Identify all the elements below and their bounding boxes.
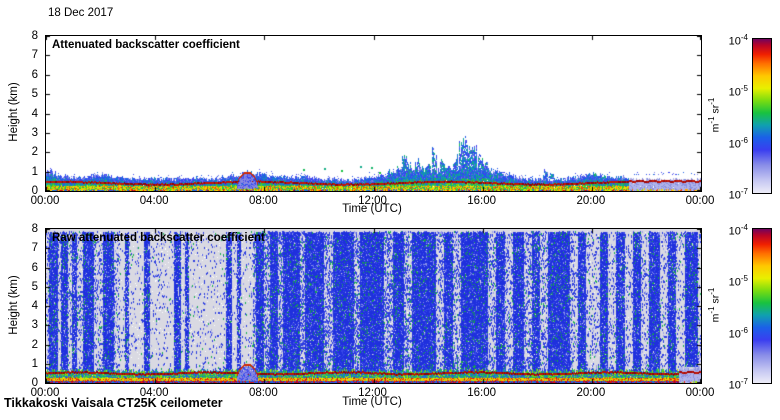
y-tick-label: 3 bbox=[31, 126, 38, 139]
x-tick-label: 16:00 bbox=[467, 387, 497, 399]
x-tick-label: 04:00 bbox=[139, 195, 169, 207]
colorbar-top bbox=[752, 38, 772, 194]
y-tick-label: 4 bbox=[31, 107, 38, 120]
time-axis-label-top: Time (UTC) bbox=[342, 203, 402, 215]
y-tick-label: 6 bbox=[31, 261, 38, 274]
x-tick-label: 00:00 bbox=[685, 387, 715, 399]
colorbar-bottom bbox=[752, 228, 772, 384]
x-tick-label: 00:00 bbox=[30, 387, 60, 399]
x-tick-label: 04:00 bbox=[139, 387, 169, 399]
date-label: 18 Dec 2017 bbox=[48, 7, 114, 19]
y-tick-label: 3 bbox=[31, 319, 38, 332]
colorbar-tick-label: 10-4 bbox=[728, 33, 748, 48]
x-tick-label: 12:00 bbox=[358, 387, 387, 399]
raw-panel-title: Raw attenuated backscatter coefficient bbox=[52, 232, 265, 244]
y-tick-label: 5 bbox=[31, 88, 38, 101]
x-tick-label: 16:00 bbox=[467, 195, 497, 207]
y-tick-label: 1 bbox=[31, 165, 38, 178]
y-tick-label: 1 bbox=[31, 357, 38, 370]
y-tick-label: 8 bbox=[31, 30, 38, 42]
colorbar-tick-label: 10-5 bbox=[728, 274, 748, 289]
y-tick-label: 8 bbox=[31, 223, 38, 235]
instrument-label: Tikkakoski Vaisala CT25K ceilometer bbox=[4, 396, 223, 410]
x-tick-label: 00:00 bbox=[685, 195, 715, 207]
x-tick-label: 08:00 bbox=[248, 387, 278, 399]
y-tick-label: 0 bbox=[31, 185, 38, 197]
x-tick-label: 20:00 bbox=[576, 195, 606, 207]
y-tick-label: 7 bbox=[31, 242, 38, 255]
y-tick-label: 5 bbox=[31, 280, 38, 293]
x-tick-label: 20:00 bbox=[576, 387, 606, 399]
colorbar-tick-label: 10-5 bbox=[728, 84, 748, 99]
colorbar-tick-label: 10-6 bbox=[728, 135, 748, 151]
time-axis-label-bottom: Time (UTC) bbox=[342, 396, 402, 408]
y-tick-label: 4 bbox=[31, 300, 38, 312]
colorbar-tick-label: 10-4 bbox=[728, 223, 748, 238]
height-axis-label-bottom: Height (km) bbox=[8, 275, 20, 335]
y-tick-label: 2 bbox=[31, 338, 38, 351]
attenuated-backscatter-heatmap bbox=[46, 36, 701, 191]
colorbar-tick-label: 10-7 bbox=[728, 187, 748, 202]
x-tick-label: 00:00 bbox=[30, 195, 60, 207]
attenuated-panel: Attenuated backscatter coefficient bbox=[45, 35, 702, 192]
attenuated-panel-title: Attenuated backscatter coefficient bbox=[52, 39, 240, 51]
raw-panel: Raw attenuated backscatter coefficient bbox=[45, 228, 702, 384]
colorbar-tick-label: 10-7 bbox=[728, 377, 748, 392]
colorbar-tick-label: 10-6 bbox=[728, 325, 748, 341]
y-tick-label: 0 bbox=[31, 377, 38, 389]
y-tick-label: 6 bbox=[31, 68, 38, 81]
height-axis-label-top: Height (km) bbox=[8, 82, 20, 142]
raw-backscatter-heatmap bbox=[46, 229, 701, 383]
x-tick-label: 08:00 bbox=[248, 195, 278, 207]
x-tick-label: 12:00 bbox=[358, 195, 387, 207]
y-tick-label: 7 bbox=[31, 49, 38, 62]
y-tick-label: 2 bbox=[31, 146, 38, 159]
